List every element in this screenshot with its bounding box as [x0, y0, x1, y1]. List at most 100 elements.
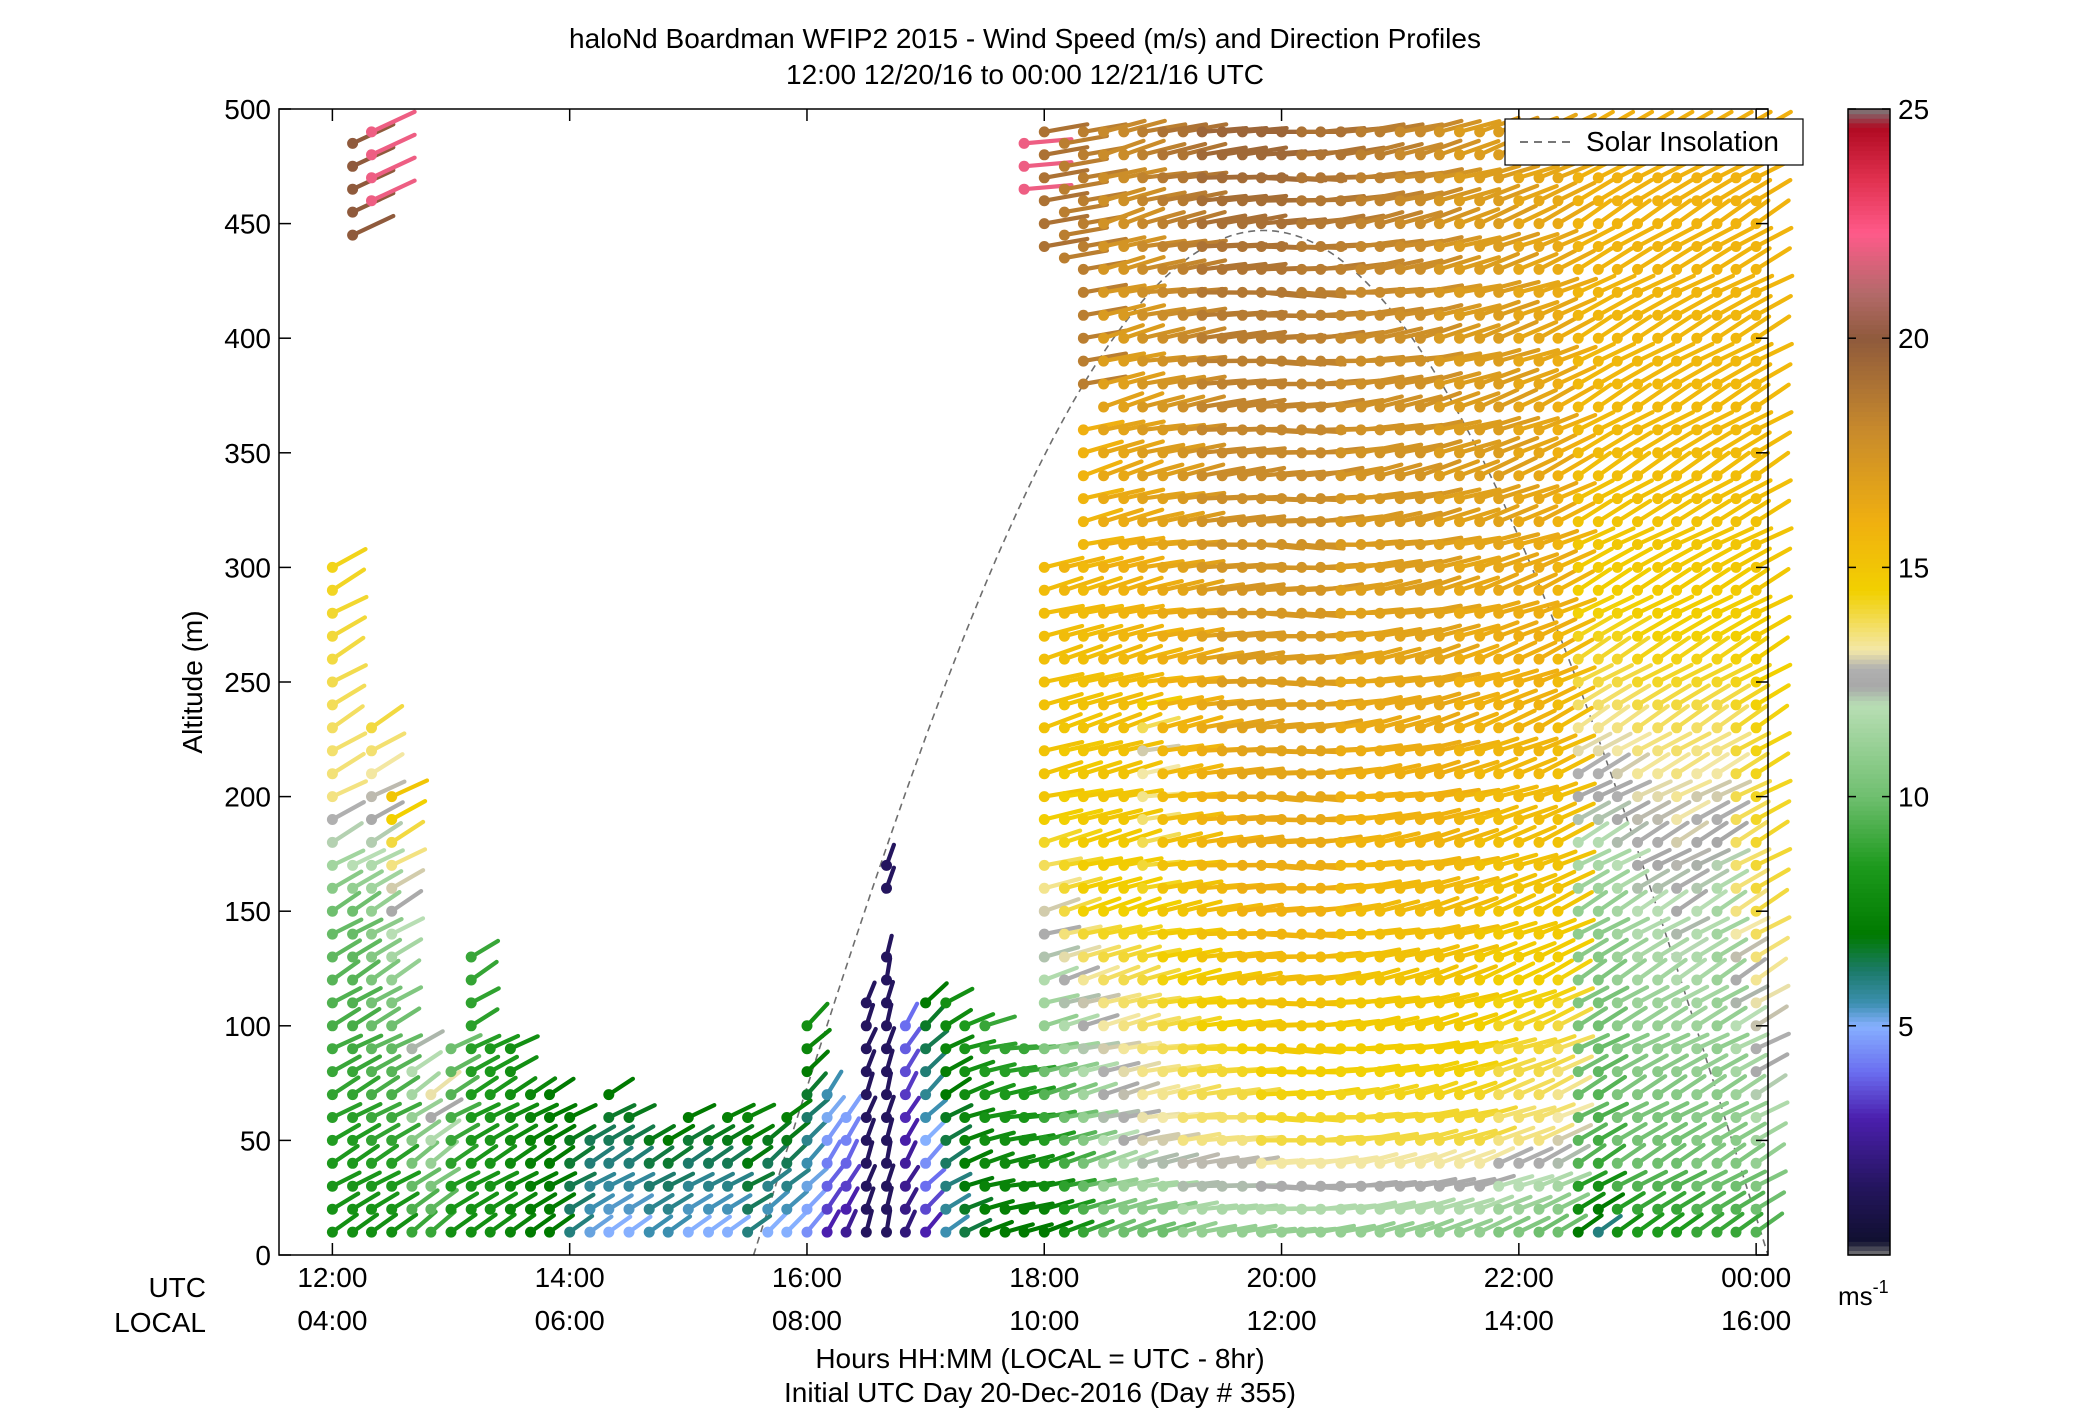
- wind-barb-stick: [1655, 382, 1693, 410]
- wind-barb-dot: [1533, 470, 1545, 482]
- wind-barb-dot: [1691, 1203, 1703, 1215]
- wind-barb-dot: [1236, 401, 1248, 413]
- wind-barb-dot: [1177, 470, 1189, 482]
- wind-barb-stick: [1121, 138, 1166, 157]
- wind-barb-dot: [1098, 539, 1110, 550]
- wind-barb-dot: [1394, 1112, 1406, 1123]
- wind-barb-stick: [1536, 384, 1577, 410]
- wind-barb-stick: [1496, 989, 1538, 1006]
- wind-barb-dot: [1394, 905, 1406, 917]
- colorbar-band: [1848, 296, 1890, 303]
- wind-barb-dot: [1611, 836, 1623, 848]
- wind-barb-dot: [1296, 653, 1308, 665]
- wind-barb-dot: [1632, 1203, 1643, 1215]
- wind-barb-dot: [1652, 447, 1664, 459]
- wind-barb-dot: [1474, 309, 1486, 321]
- wind-barb-dot: [1098, 882, 1110, 894]
- wind-barb-dot: [1355, 493, 1367, 505]
- wind-barb-dot: [1414, 1043, 1426, 1055]
- wind-barb-dot: [1355, 286, 1367, 298]
- wind-barb-stick: [1536, 180, 1578, 203]
- wind-barb-dot: [1216, 332, 1228, 344]
- wind-barb-stick: [1477, 640, 1519, 662]
- wind-barb-dot: [1038, 676, 1050, 688]
- colorbar-band: [1848, 691, 1890, 697]
- colorbar-band: [1848, 351, 1890, 358]
- wind-barb-dot: [999, 1134, 1011, 1146]
- wind-barb-dot: [1118, 539, 1130, 550]
- wind-barb-stick: [1733, 751, 1770, 776]
- legend: Solar Insolation: [1504, 118, 1804, 166]
- wind-barb-stick: [1753, 635, 1790, 662]
- wind-barb-dot: [801, 1020, 813, 1032]
- colorbar-band: [1848, 164, 1890, 170]
- wind-barb-dot: [1611, 424, 1623, 436]
- wind-barb-stick: [369, 958, 401, 983]
- wind-barb-dot: [1513, 516, 1525, 528]
- wind-barb-stick: [1753, 314, 1792, 341]
- wind-barb-dot: [1493, 882, 1505, 894]
- wind-barb-dot: [1632, 607, 1643, 619]
- wind-barb-dot: [1414, 493, 1426, 505]
- wind-barb-stick: [1555, 569, 1596, 593]
- wind-barb-stick: [1536, 296, 1579, 318]
- wind-barb-dot: [1533, 447, 1545, 459]
- wind-barb-dot: [1255, 172, 1267, 184]
- wind-barb-stick: [1753, 1052, 1790, 1074]
- wind-barb-stick: [1674, 430, 1713, 455]
- wind-barb-dot: [1592, 241, 1604, 252]
- wind-barb-dot: [1098, 149, 1110, 161]
- wind-barb-stick: [1753, 935, 1790, 960]
- wind-barb-dot: [1652, 676, 1664, 688]
- wind-barb-stick: [1457, 207, 1501, 226]
- wind-barb-dot: [1750, 263, 1762, 275]
- y-axis-label: Altitude (m): [177, 610, 208, 753]
- wind-barb-stick: [1101, 896, 1142, 914]
- wind-barb-dot: [940, 1226, 952, 1238]
- wind-barb-dot: [1671, 905, 1683, 917]
- wind-barb-stick: [1694, 246, 1733, 272]
- colorbar-band: [1848, 347, 1890, 353]
- wind-barb-dot: [1315, 1180, 1327, 1192]
- wind-barb-dot: [603, 1157, 615, 1169]
- wind-barb-dot: [1196, 1112, 1208, 1123]
- wind-barb-dot: [1572, 263, 1584, 275]
- wind-barb-stick: [1733, 498, 1772, 524]
- wind-barb-dot: [1276, 1112, 1288, 1123]
- wind-barb-stick: [1733, 198, 1771, 226]
- wind-barb-dot: [1157, 1203, 1169, 1215]
- wind-barb-stick: [1477, 455, 1519, 478]
- wind-barb-dot: [386, 1226, 398, 1238]
- wind-barb-stick: [1635, 498, 1673, 524]
- wind-barb-dot: [1236, 172, 1248, 184]
- wind-barb-dot: [1592, 1180, 1604, 1192]
- wind-barb-dot: [1177, 1020, 1189, 1032]
- wind-barb-dot: [1671, 286, 1683, 298]
- colorbar-band: [1848, 888, 1890, 894]
- wind-barb-stick: [1576, 821, 1610, 845]
- wind-barb-stick: [1615, 526, 1655, 547]
- wind-barb-dot: [1671, 768, 1683, 780]
- wind-barb-stick: [1596, 594, 1635, 616]
- wind-barb-stick: [1596, 198, 1633, 226]
- wind-barb-stick: [389, 985, 424, 1006]
- wind-barb-dot: [1730, 561, 1742, 573]
- wind-barb-dot: [1632, 974, 1643, 986]
- wind-barb-dot: [1652, 218, 1664, 230]
- wind-barb-stick: [1576, 178, 1615, 203]
- wind-barb-stick: [1081, 691, 1123, 708]
- wind-barb-dot: [1296, 539, 1308, 550]
- wind-barb-stick: [1596, 382, 1634, 410]
- wind-barb-dot: [1632, 1020, 1643, 1032]
- colorbar-band: [1848, 659, 1890, 665]
- wind-barb-stick: [1596, 294, 1636, 318]
- wind-barb-dot: [366, 149, 377, 161]
- wind-barb-dot: [564, 1157, 576, 1169]
- wind-barb-stick: [330, 594, 369, 616]
- colorbar-band: [1848, 553, 1890, 559]
- wind-barb-dot: [840, 1203, 852, 1215]
- wind-barb-dot: [920, 1226, 932, 1238]
- wind-barb-dot: [1157, 493, 1169, 505]
- wind-barb-dot: [1691, 951, 1703, 963]
- wind-barb-dot: [1433, 928, 1445, 940]
